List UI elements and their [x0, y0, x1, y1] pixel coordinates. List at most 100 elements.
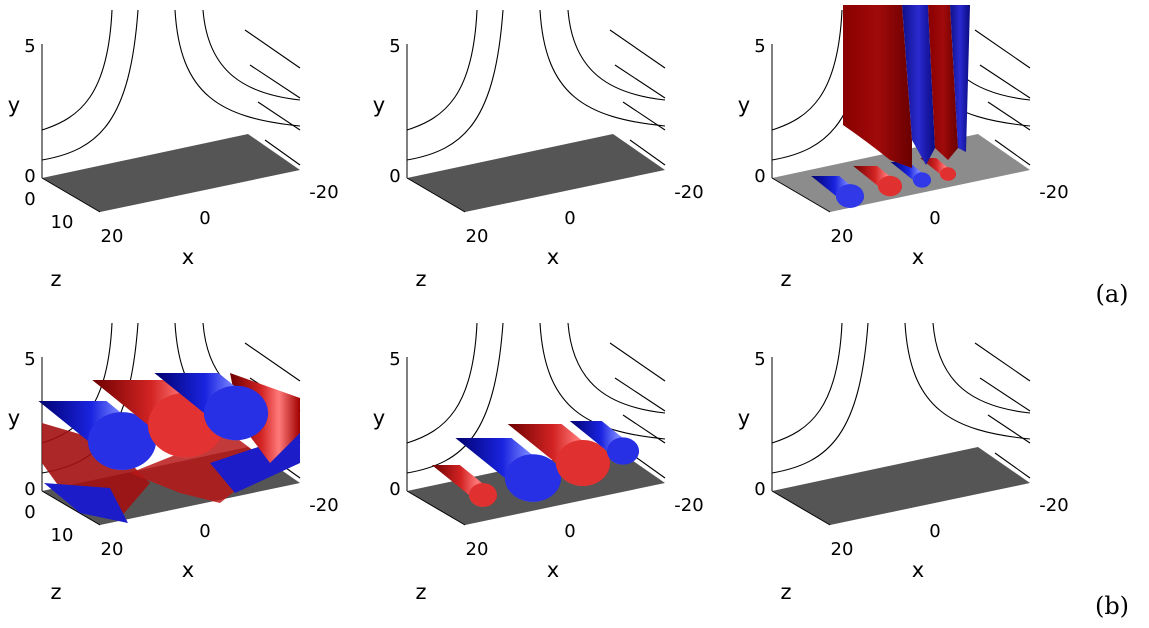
x-tick-label: -20	[674, 495, 703, 516]
y-tick-label: 0	[389, 166, 400, 187]
z-tick-label: 20	[466, 539, 489, 560]
red-roll-cap	[940, 167, 956, 181]
streamline	[257, 101, 301, 131]
streamline	[987, 101, 1031, 131]
y-axis-label: y	[738, 93, 750, 117]
x-tick-label: 0	[199, 208, 210, 229]
streamline	[771, 9, 843, 131]
x-tick-label: -20	[309, 182, 338, 203]
streamline	[979, 377, 1031, 412]
y-axis-label: y	[8, 406, 20, 430]
x-tick-label: 0	[929, 521, 940, 542]
blue-sheet	[950, 5, 970, 152]
streamline	[987, 414, 1031, 444]
streamline	[406, 322, 478, 444]
row-label-b: (b)	[1095, 592, 1129, 620]
structures	[431, 421, 639, 507]
blue-roll-cap	[836, 184, 864, 208]
streamline	[974, 29, 1031, 69]
panel-1-1: 5 0 y 0 10 20 0 -20 x z	[8, 9, 339, 291]
red-sheet	[928, 5, 958, 160]
x-axis-label: x	[182, 245, 194, 269]
streamline	[622, 414, 666, 444]
panels: 5 0 y 0 10 20 0 -20 x z 5 0 y 20 0 -20 x z 5 0 y 20 0 -20 x z 5 0 y 0…	[8, 5, 1069, 604]
streamline	[567, 322, 666, 414]
y-tick-label: 0	[754, 166, 765, 187]
red-sheet	[843, 5, 912, 168]
streamlines	[406, 9, 666, 166]
red-cylinder-cap	[556, 440, 610, 486]
z-axis	[771, 490, 831, 526]
red-cylinder-cap	[469, 483, 497, 507]
x-tick-label: 0	[564, 521, 575, 542]
z-tick-label: 20	[831, 226, 854, 247]
streamline	[609, 342, 666, 382]
y-tick-label: 5	[754, 36, 765, 57]
z-tick-label: 20	[101, 226, 124, 247]
structures	[38, 373, 300, 523]
streamlines	[771, 322, 1031, 479]
floor-plane	[42, 134, 300, 212]
structures	[811, 5, 970, 208]
streamline	[932, 322, 1031, 414]
blue-sheet	[44, 483, 128, 523]
y-tick-label: 0	[754, 479, 765, 500]
row-label-a: (a)	[1095, 280, 1128, 308]
y-tick-label: 0	[24, 166, 35, 187]
streamline	[264, 139, 301, 166]
streamline	[406, 322, 504, 474]
z-tick-label: 10	[51, 212, 74, 233]
z-axis	[41, 490, 101, 526]
z-axis	[406, 177, 466, 213]
streamline	[614, 377, 666, 412]
streamline	[244, 342, 301, 382]
streamline	[41, 9, 113, 131]
streamline	[406, 9, 504, 161]
streamline	[614, 64, 666, 99]
streamline	[771, 322, 843, 444]
x-tick-label: 0	[929, 208, 940, 229]
panel-1-2: 5 0 y 20 0 -20 x z	[373, 9, 704, 291]
panel-2-2: 5 0 y 20 0 -20 x z	[373, 322, 704, 604]
streamline	[994, 139, 1031, 166]
streamlines	[41, 9, 301, 166]
z-axis	[41, 177, 101, 213]
z-axis-label: z	[415, 267, 426, 291]
streamline	[539, 322, 666, 440]
z-axis	[771, 177, 831, 213]
y-tick-label: 0	[389, 479, 400, 500]
y-axis-label: y	[738, 406, 750, 430]
y-tick-label: 5	[24, 36, 35, 57]
streamline	[41, 9, 139, 161]
z-axis-label: z	[50, 580, 61, 604]
z-tick-label: 20	[466, 226, 489, 247]
streamline	[609, 29, 666, 69]
panel-1-3: 5 0 y 20 0 -20 x z	[738, 5, 1069, 291]
red-sheet	[42, 423, 150, 518]
blue-cylinder-cap	[607, 437, 639, 465]
y-axis-label: y	[373, 406, 385, 430]
z-tick-label: 0	[24, 502, 35, 523]
z-tick-label: 10	[51, 525, 74, 546]
streamline	[567, 9, 666, 101]
x-axis-label: x	[912, 245, 924, 269]
blue-sheet	[902, 5, 935, 165]
z-tick-label: 0	[24, 189, 35, 210]
x-axis-label: x	[547, 245, 559, 269]
z-axis-label: z	[50, 267, 61, 291]
z-axis-label: z	[780, 580, 791, 604]
y-tick-label: 5	[389, 36, 400, 57]
blue-cylinder-cap	[505, 454, 561, 502]
x-tick-label: -20	[1039, 182, 1068, 203]
y-tick-label: 0	[24, 479, 35, 500]
z-axis	[406, 490, 466, 526]
streamline	[249, 64, 301, 99]
streamline	[979, 64, 1031, 99]
x-axis-label: x	[912, 558, 924, 582]
streamline	[202, 9, 301, 101]
y-axis-label: y	[8, 93, 20, 117]
blue-roll-cap	[913, 172, 931, 188]
floor-plane	[407, 134, 665, 212]
x-tick-label: 0	[564, 208, 575, 229]
floor-plane	[772, 447, 1030, 525]
